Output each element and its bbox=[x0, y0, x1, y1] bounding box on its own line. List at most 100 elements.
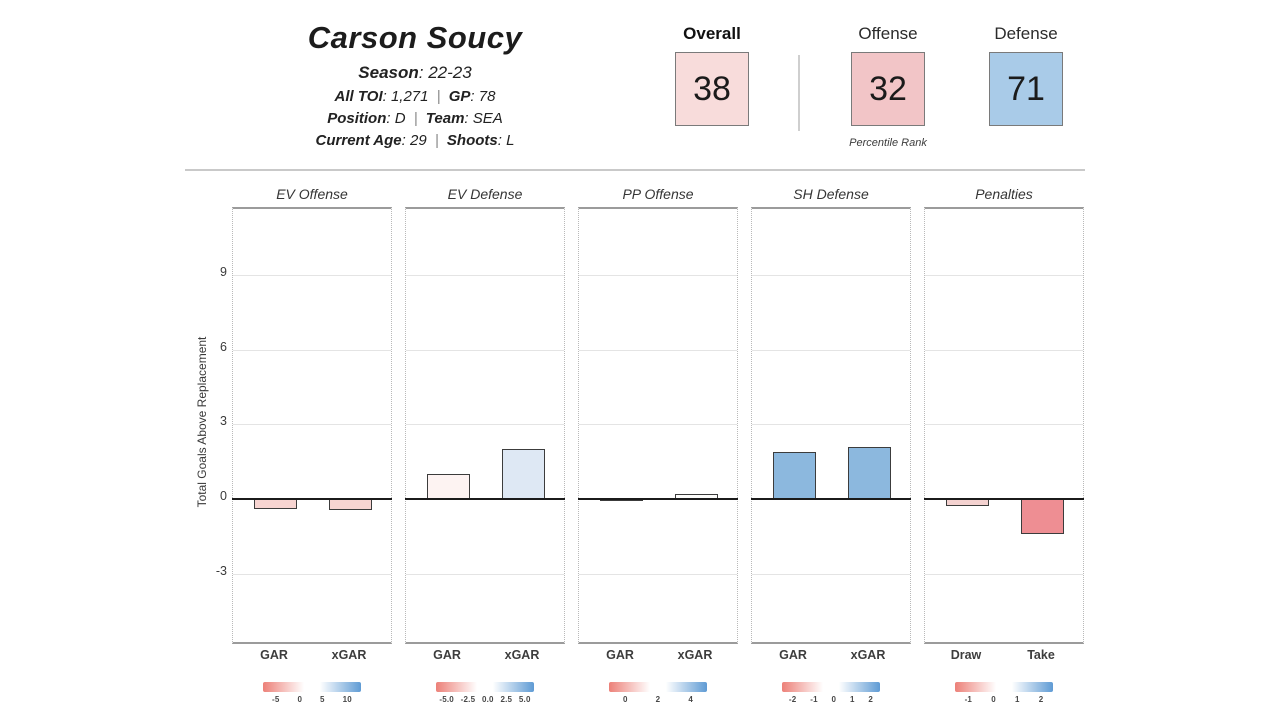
bar-draw bbox=[945, 499, 989, 507]
percentile-value: 32 bbox=[869, 69, 907, 108]
legend-tick: 5 bbox=[320, 695, 325, 704]
percentile-caption: Percentile Rank bbox=[849, 137, 927, 149]
gridline bbox=[752, 274, 910, 276]
x-axis-label-xgar: xGAR bbox=[504, 648, 540, 662]
legend-color-scale bbox=[436, 682, 534, 692]
percentile-box: 32 bbox=[851, 52, 925, 126]
legend-color-scale bbox=[263, 682, 361, 692]
legend-color-scale bbox=[782, 682, 880, 692]
gridline bbox=[233, 274, 391, 276]
player-name: Carson Soucy bbox=[307, 20, 523, 55]
x-axis-label-xgar: xGAR bbox=[331, 648, 367, 662]
y-tick-label: 6 bbox=[220, 339, 227, 354]
panel-title: SH Defense bbox=[793, 186, 869, 202]
legend-tick: 5.0 bbox=[518, 695, 531, 704]
bar-xgar bbox=[501, 449, 545, 499]
legend-tick: 0 bbox=[297, 695, 303, 704]
gridline bbox=[925, 349, 1083, 351]
x-axis-label-draw: Draw bbox=[950, 648, 982, 662]
zero-axis-line bbox=[924, 498, 1084, 500]
percentile-group-overall: Overall 38 bbox=[657, 24, 767, 126]
legend-tick: -5.0 bbox=[439, 695, 454, 704]
legend-tick: 2 bbox=[1038, 695, 1044, 704]
bio-value: : L bbox=[497, 132, 515, 149]
bio-value: : 22-23 bbox=[418, 63, 472, 82]
gridline bbox=[406, 349, 564, 351]
bar-xgar bbox=[847, 446, 891, 499]
bio-value: : D bbox=[386, 110, 406, 127]
bio-value: : 78 bbox=[470, 88, 496, 105]
gridline bbox=[406, 274, 564, 276]
legend-tick-labels: -1 0 1 2 bbox=[955, 695, 1053, 704]
x-axis-label-gar: GAR bbox=[260, 648, 288, 662]
percentile-label: Overall bbox=[683, 24, 741, 43]
bio-label: Shoots bbox=[446, 132, 498, 149]
player-bio-line: Season: 22-23 bbox=[235, 63, 595, 83]
bio-separator: | bbox=[409, 110, 422, 127]
zero-axis-line bbox=[405, 498, 565, 500]
gridline bbox=[406, 424, 564, 426]
gridline bbox=[752, 573, 910, 575]
legend-tick: -5 bbox=[271, 695, 280, 704]
legend-tick: 0 bbox=[623, 695, 628, 704]
player-bio-line: Current Age: 29 | Shoots: L bbox=[235, 132, 595, 149]
gridline bbox=[752, 424, 910, 426]
gridline bbox=[233, 573, 391, 575]
bio-label: Position bbox=[327, 110, 387, 127]
panel-title: EV Defense bbox=[447, 186, 523, 202]
bio-label: Team bbox=[425, 110, 465, 127]
legend-tick: -2 bbox=[788, 695, 797, 704]
panel-pp-offense bbox=[578, 207, 738, 644]
legend-tick: -1 bbox=[964, 695, 973, 704]
gridline bbox=[233, 424, 391, 426]
legend-tick: 0.0 bbox=[481, 695, 494, 704]
zero-axis-line bbox=[751, 498, 911, 500]
percentile-divider bbox=[798, 55, 800, 131]
percentile-label: Offense bbox=[858, 24, 918, 43]
bio-label: Current Age bbox=[315, 132, 402, 149]
bar-take bbox=[1020, 499, 1064, 534]
bar-gar bbox=[772, 451, 816, 499]
panel-ev-defense bbox=[405, 207, 565, 644]
percentile-box: 71 bbox=[989, 52, 1063, 126]
gridline bbox=[233, 349, 391, 351]
y-tick-label: 0 bbox=[220, 489, 227, 503]
percentile-value: 71 bbox=[1007, 69, 1045, 108]
panel-title: EV Offense bbox=[276, 186, 348, 202]
percentile-value: 38 bbox=[693, 69, 731, 108]
player-bio-line: Position: D | Team: SEA bbox=[235, 110, 595, 127]
panel-penalties bbox=[924, 207, 1084, 644]
gridline bbox=[579, 424, 737, 426]
player-bio-lines: Season: 22-23 All TOI: 1,271 | GP: 78 Posi… bbox=[235, 63, 595, 149]
x-axis-label-gar: GAR bbox=[606, 648, 634, 662]
percentile-box: 38 bbox=[675, 52, 749, 126]
bio-label: GP bbox=[448, 88, 471, 105]
y-tick-label: 9 bbox=[220, 264, 227, 279]
legend-tick: -2.5 bbox=[460, 695, 476, 704]
legend-tick-labels: -5 0 5 10 bbox=[263, 695, 361, 704]
legend-tick-labels: -2 -1 0 1 2 bbox=[782, 695, 880, 704]
legend-tick: 1 bbox=[1014, 695, 1020, 704]
legend-tick: 1 bbox=[849, 695, 855, 704]
header-divider bbox=[185, 169, 1085, 171]
x-axis-label-xgar: xGAR bbox=[850, 648, 886, 662]
bar-gar bbox=[253, 499, 297, 509]
percentile-group-offense: Offense 32 bbox=[833, 24, 943, 126]
bio-value: : 29 bbox=[401, 132, 427, 149]
legend-color-scale bbox=[955, 682, 1053, 692]
percentile-group-defense: Defense 71 bbox=[971, 24, 1081, 126]
legend-tick: 4 bbox=[688, 695, 693, 704]
gridline bbox=[579, 349, 737, 351]
panel-title: PP Offense bbox=[622, 186, 694, 202]
bio-label: All TOI bbox=[334, 88, 383, 105]
gridline bbox=[925, 274, 1083, 276]
gridline bbox=[579, 274, 737, 276]
bio-value: : SEA bbox=[464, 110, 503, 127]
bio-label: Season bbox=[358, 63, 419, 82]
legend-tick: 0 bbox=[991, 695, 996, 704]
bar-gar bbox=[426, 474, 470, 499]
gridline bbox=[406, 573, 564, 575]
legend-tick: 2 bbox=[655, 695, 661, 704]
legend-tick-labels: -5.0 -2.5 0.0 2.5 5.0 bbox=[436, 695, 534, 704]
